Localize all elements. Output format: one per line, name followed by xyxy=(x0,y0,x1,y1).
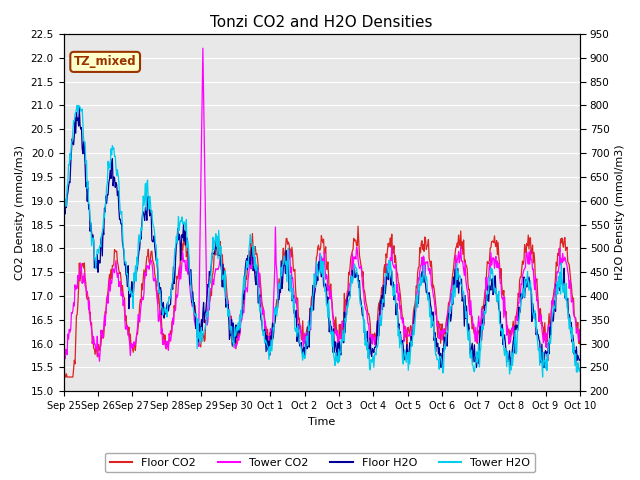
Tower H2O xyxy=(385,258,393,264)
Legend: Floor CO2, Tower CO2, Floor H2O, Tower H2O: Floor CO2, Tower CO2, Floor H2O, Tower H… xyxy=(105,453,535,472)
Floor CO2 xyxy=(386,241,394,247)
Floor CO2 xyxy=(354,223,362,229)
Tower H2O xyxy=(539,374,547,380)
Floor H2O xyxy=(203,300,211,306)
Y-axis label: CO2 Density (mmol/m3): CO2 Density (mmol/m3) xyxy=(15,145,25,280)
Tower H2O xyxy=(400,352,408,358)
Line: Floor H2O: Floor H2O xyxy=(63,108,580,368)
Floor H2O xyxy=(76,105,83,110)
Tower H2O xyxy=(175,228,183,233)
Tower CO2 xyxy=(401,332,408,338)
Floor H2O xyxy=(60,209,67,215)
Tower H2O xyxy=(69,128,77,133)
Floor CO2 xyxy=(123,324,131,330)
Floor CO2 xyxy=(576,326,584,332)
Floor H2O xyxy=(436,365,444,371)
Y-axis label: H2O Density (mmol/m3): H2O Density (mmol/m3) xyxy=(615,145,625,280)
Floor H2O xyxy=(123,274,131,280)
Title: Tonzi CO2 and H2O Densities: Tonzi CO2 and H2O Densities xyxy=(211,15,433,30)
Text: TZ_mixed: TZ_mixed xyxy=(74,55,136,68)
Line: Tower H2O: Tower H2O xyxy=(63,106,580,377)
Tower CO2 xyxy=(204,322,211,328)
Tower CO2 xyxy=(60,357,67,363)
Tower H2O xyxy=(123,272,131,277)
Floor H2O xyxy=(175,231,183,237)
Floor H2O xyxy=(400,355,408,361)
Tower H2O xyxy=(203,322,211,327)
Tower CO2 xyxy=(576,327,584,333)
Floor CO2 xyxy=(61,374,69,380)
Tower H2O xyxy=(576,365,584,371)
Floor H2O xyxy=(69,140,77,146)
Floor CO2 xyxy=(60,367,67,372)
Tower H2O xyxy=(60,207,67,213)
Tower CO2 xyxy=(199,45,207,51)
Floor CO2 xyxy=(70,366,77,372)
Tower H2O xyxy=(74,103,81,108)
Floor H2O xyxy=(576,357,584,363)
Floor H2O xyxy=(385,271,393,276)
Floor CO2 xyxy=(203,318,211,324)
Line: Floor CO2: Floor CO2 xyxy=(63,226,580,377)
Tower CO2 xyxy=(95,359,103,364)
Tower CO2 xyxy=(175,276,183,282)
Floor CO2 xyxy=(401,324,408,329)
X-axis label: Time: Time xyxy=(308,417,335,427)
Floor CO2 xyxy=(175,264,183,270)
Tower CO2 xyxy=(386,264,394,270)
Line: Tower CO2: Tower CO2 xyxy=(63,48,580,361)
Tower CO2 xyxy=(69,308,77,314)
Tower CO2 xyxy=(123,322,131,328)
